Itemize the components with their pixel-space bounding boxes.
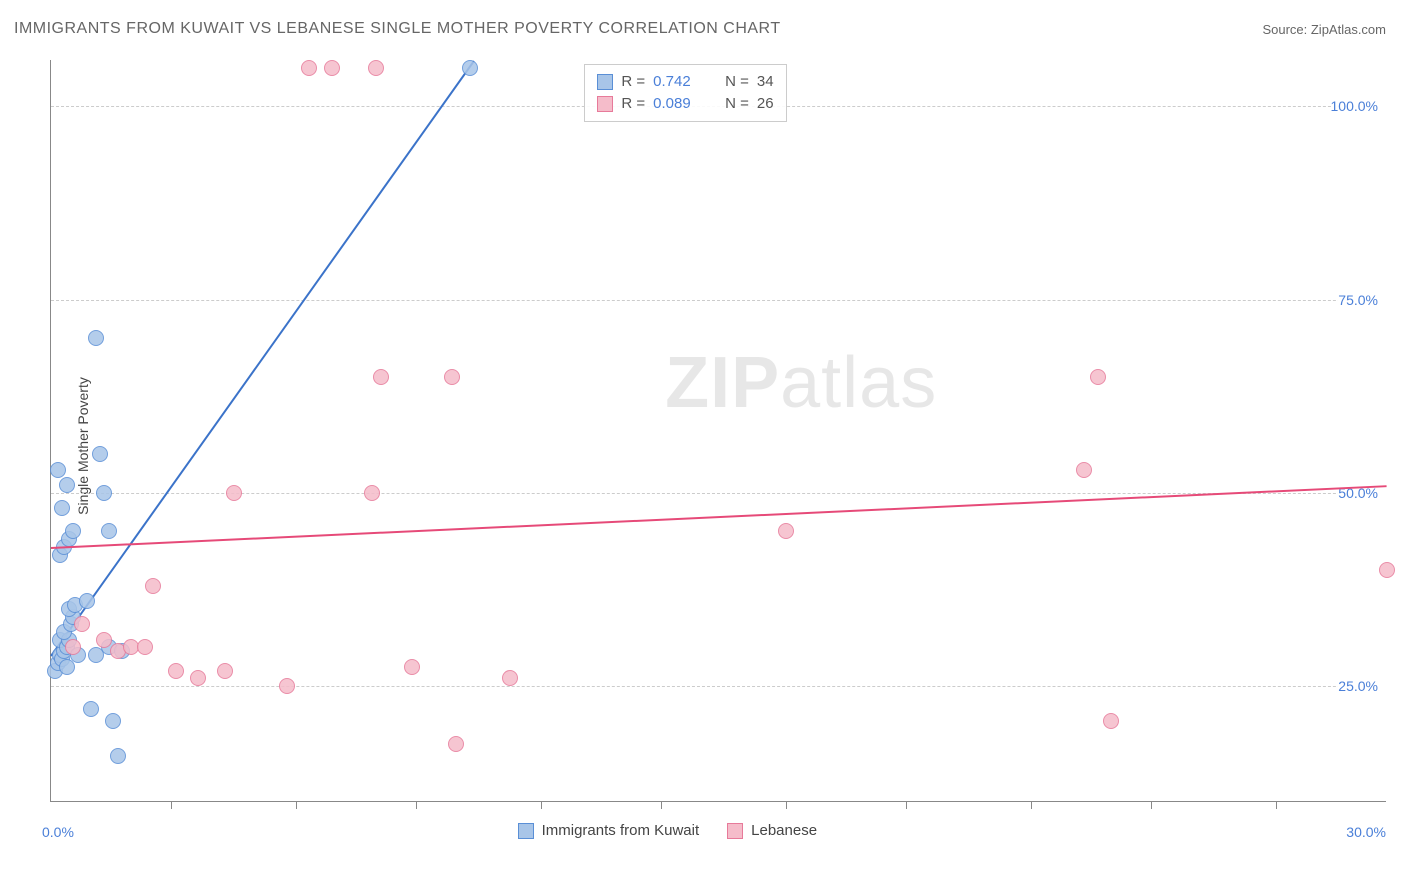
- legend-n-label: N =: [725, 93, 749, 115]
- plot-area: ZIPatlas 25.0%50.0%75.0%100.0%: [50, 60, 1386, 802]
- data-point-lebanese: [1103, 713, 1119, 729]
- watermark-rest: atlas: [780, 343, 937, 423]
- x-tick: [416, 801, 417, 809]
- x-tick: [1151, 801, 1152, 809]
- data-point-lebanese: [279, 678, 295, 694]
- x-tick: [1031, 801, 1032, 809]
- legend-r-label: R =: [621, 93, 645, 115]
- data-point-lebanese: [168, 663, 184, 679]
- data-point-lebanese: [65, 639, 81, 655]
- legend-r-label: R =: [621, 71, 645, 93]
- y-tick-label: 100.0%: [1331, 98, 1386, 114]
- legend-series-label-kuwait: Immigrants from Kuwait: [542, 822, 700, 839]
- data-point-lebanese: [364, 485, 380, 501]
- legend-r-value-lebanese: 0.089: [653, 93, 709, 115]
- source-label: Source:: [1262, 22, 1310, 37]
- data-point-lebanese: [444, 369, 460, 385]
- data-point-lebanese: [1090, 369, 1106, 385]
- x-tick: [661, 801, 662, 809]
- x-axis-max-label: 30.0%: [1346, 824, 1386, 840]
- gridline: [51, 686, 1386, 687]
- legend-series-label-lebanese: Lebanese: [751, 822, 817, 839]
- data-point-kuwait: [110, 748, 126, 764]
- x-tick: [541, 801, 542, 809]
- data-point-lebanese: [145, 578, 161, 594]
- data-point-kuwait: [83, 701, 99, 717]
- data-point-kuwait: [50, 462, 66, 478]
- data-point-lebanese: [137, 639, 153, 655]
- data-point-kuwait: [79, 593, 95, 609]
- watermark-bold: ZIP: [665, 343, 780, 423]
- data-point-lebanese: [190, 670, 206, 686]
- data-point-kuwait: [101, 523, 117, 539]
- x-tick: [296, 801, 297, 809]
- x-axis-min-label: 0.0%: [42, 824, 74, 840]
- data-point-kuwait: [96, 485, 112, 501]
- legend-stats-row-lebanese: R = 0.089 N = 26: [597, 93, 773, 115]
- trend-line-lebanese: [51, 485, 1387, 549]
- gridline: [51, 300, 1386, 301]
- chart-container: IMMIGRANTS FROM KUWAIT VS LEBANESE SINGL…: [0, 0, 1406, 892]
- data-point-lebanese: [301, 60, 317, 76]
- data-point-lebanese: [324, 60, 340, 76]
- data-point-kuwait: [462, 60, 478, 76]
- legend-series: Immigrants from Kuwait Lebanese: [518, 822, 817, 839]
- data-point-kuwait: [92, 446, 108, 462]
- chart-title: IMMIGRANTS FROM KUWAIT VS LEBANESE SINGL…: [14, 20, 781, 38]
- data-point-lebanese: [74, 616, 90, 632]
- data-point-lebanese: [217, 663, 233, 679]
- trend-line-kuwait: [50, 60, 475, 656]
- legend-stats-row-kuwait: R = 0.742 N = 34: [597, 71, 773, 93]
- data-point-lebanese: [368, 60, 384, 76]
- x-tick: [1276, 801, 1277, 809]
- source-value: ZipAtlas.com: [1311, 22, 1386, 37]
- data-point-lebanese: [404, 659, 420, 675]
- data-point-kuwait: [105, 713, 121, 729]
- data-point-lebanese: [373, 369, 389, 385]
- data-point-kuwait: [59, 477, 75, 493]
- x-tick: [171, 801, 172, 809]
- legend-r-value-kuwait: 0.742: [653, 71, 709, 93]
- legend-swatch-lebanese: [727, 823, 743, 839]
- legend-swatch-kuwait: [518, 823, 534, 839]
- data-point-kuwait: [65, 523, 81, 539]
- data-point-lebanese: [448, 736, 464, 752]
- legend-stats: R = 0.742 N = 34 R = 0.089 N = 26: [584, 64, 786, 122]
- legend-swatch-lebanese: [597, 96, 613, 112]
- legend-series-item-lebanese: Lebanese: [727, 822, 817, 839]
- data-point-kuwait: [54, 500, 70, 516]
- data-point-kuwait: [88, 330, 104, 346]
- data-point-lebanese: [1379, 562, 1395, 578]
- x-tick: [906, 801, 907, 809]
- data-point-lebanese: [778, 523, 794, 539]
- data-point-lebanese: [96, 632, 112, 648]
- legend-series-item-kuwait: Immigrants from Kuwait: [518, 822, 700, 839]
- data-point-lebanese: [502, 670, 518, 686]
- legend-n-value-kuwait: 34: [757, 71, 774, 93]
- data-point-lebanese: [1076, 462, 1092, 478]
- data-point-lebanese: [226, 485, 242, 501]
- watermark: ZIPatlas: [665, 342, 937, 424]
- legend-n-label: N =: [725, 71, 749, 93]
- source-attribution: Source: ZipAtlas.com: [1262, 22, 1386, 37]
- legend-swatch-kuwait: [597, 74, 613, 90]
- y-tick-label: 25.0%: [1338, 678, 1386, 694]
- legend-n-value-lebanese: 26: [757, 93, 774, 115]
- x-tick: [786, 801, 787, 809]
- y-tick-label: 75.0%: [1338, 292, 1386, 308]
